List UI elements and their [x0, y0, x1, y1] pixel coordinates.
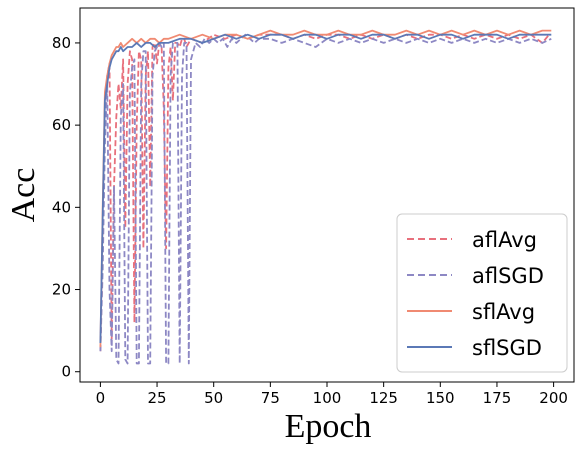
x-axis-label: Epoch	[285, 408, 372, 445]
x-tick-label: 150	[426, 389, 455, 407]
axes: 0 25 50 75 100 125 150 175 200 0 20 40 60 80	[52, 7, 575, 407]
legend-label-sflSGD: sflSGD	[472, 336, 542, 360]
y-tick-label: 80	[52, 34, 71, 52]
x-tick-label: 50	[204, 389, 223, 407]
legend-label-aflAvg: aflAvg	[472, 228, 537, 252]
y-tick-label: 0	[61, 363, 71, 381]
x-tick-label: 0	[96, 389, 106, 407]
series-lines	[99, 29, 552, 365]
legend-label-sflAvg: sflAvg	[472, 300, 535, 324]
x-tick-label: 75	[261, 389, 280, 407]
legend: aflAvg aflSGD sflAvg sflSGD	[396, 213, 568, 373]
x-tick-label: 175	[483, 389, 512, 407]
x-tick-label: 25	[147, 389, 166, 407]
legend-label-aflSGD: aflSGD	[472, 264, 544, 288]
series-line-sflAvg	[99, 29, 552, 348]
x-tick-label: 200	[539, 389, 568, 407]
legend-box	[396, 213, 568, 373]
series-line-aflAvg	[99, 33, 550, 352]
x-tick-label: 100	[313, 389, 342, 407]
series-line-sflSGD	[99, 33, 552, 344]
x-tick-label: 125	[369, 389, 398, 407]
y-tick-label: 20	[52, 281, 71, 299]
y-tick-label: 60	[52, 116, 71, 134]
y-axis-label: Acc	[5, 168, 42, 223]
series-line-aflSGD	[99, 33, 552, 365]
y-tick-label: 40	[52, 198, 71, 216]
